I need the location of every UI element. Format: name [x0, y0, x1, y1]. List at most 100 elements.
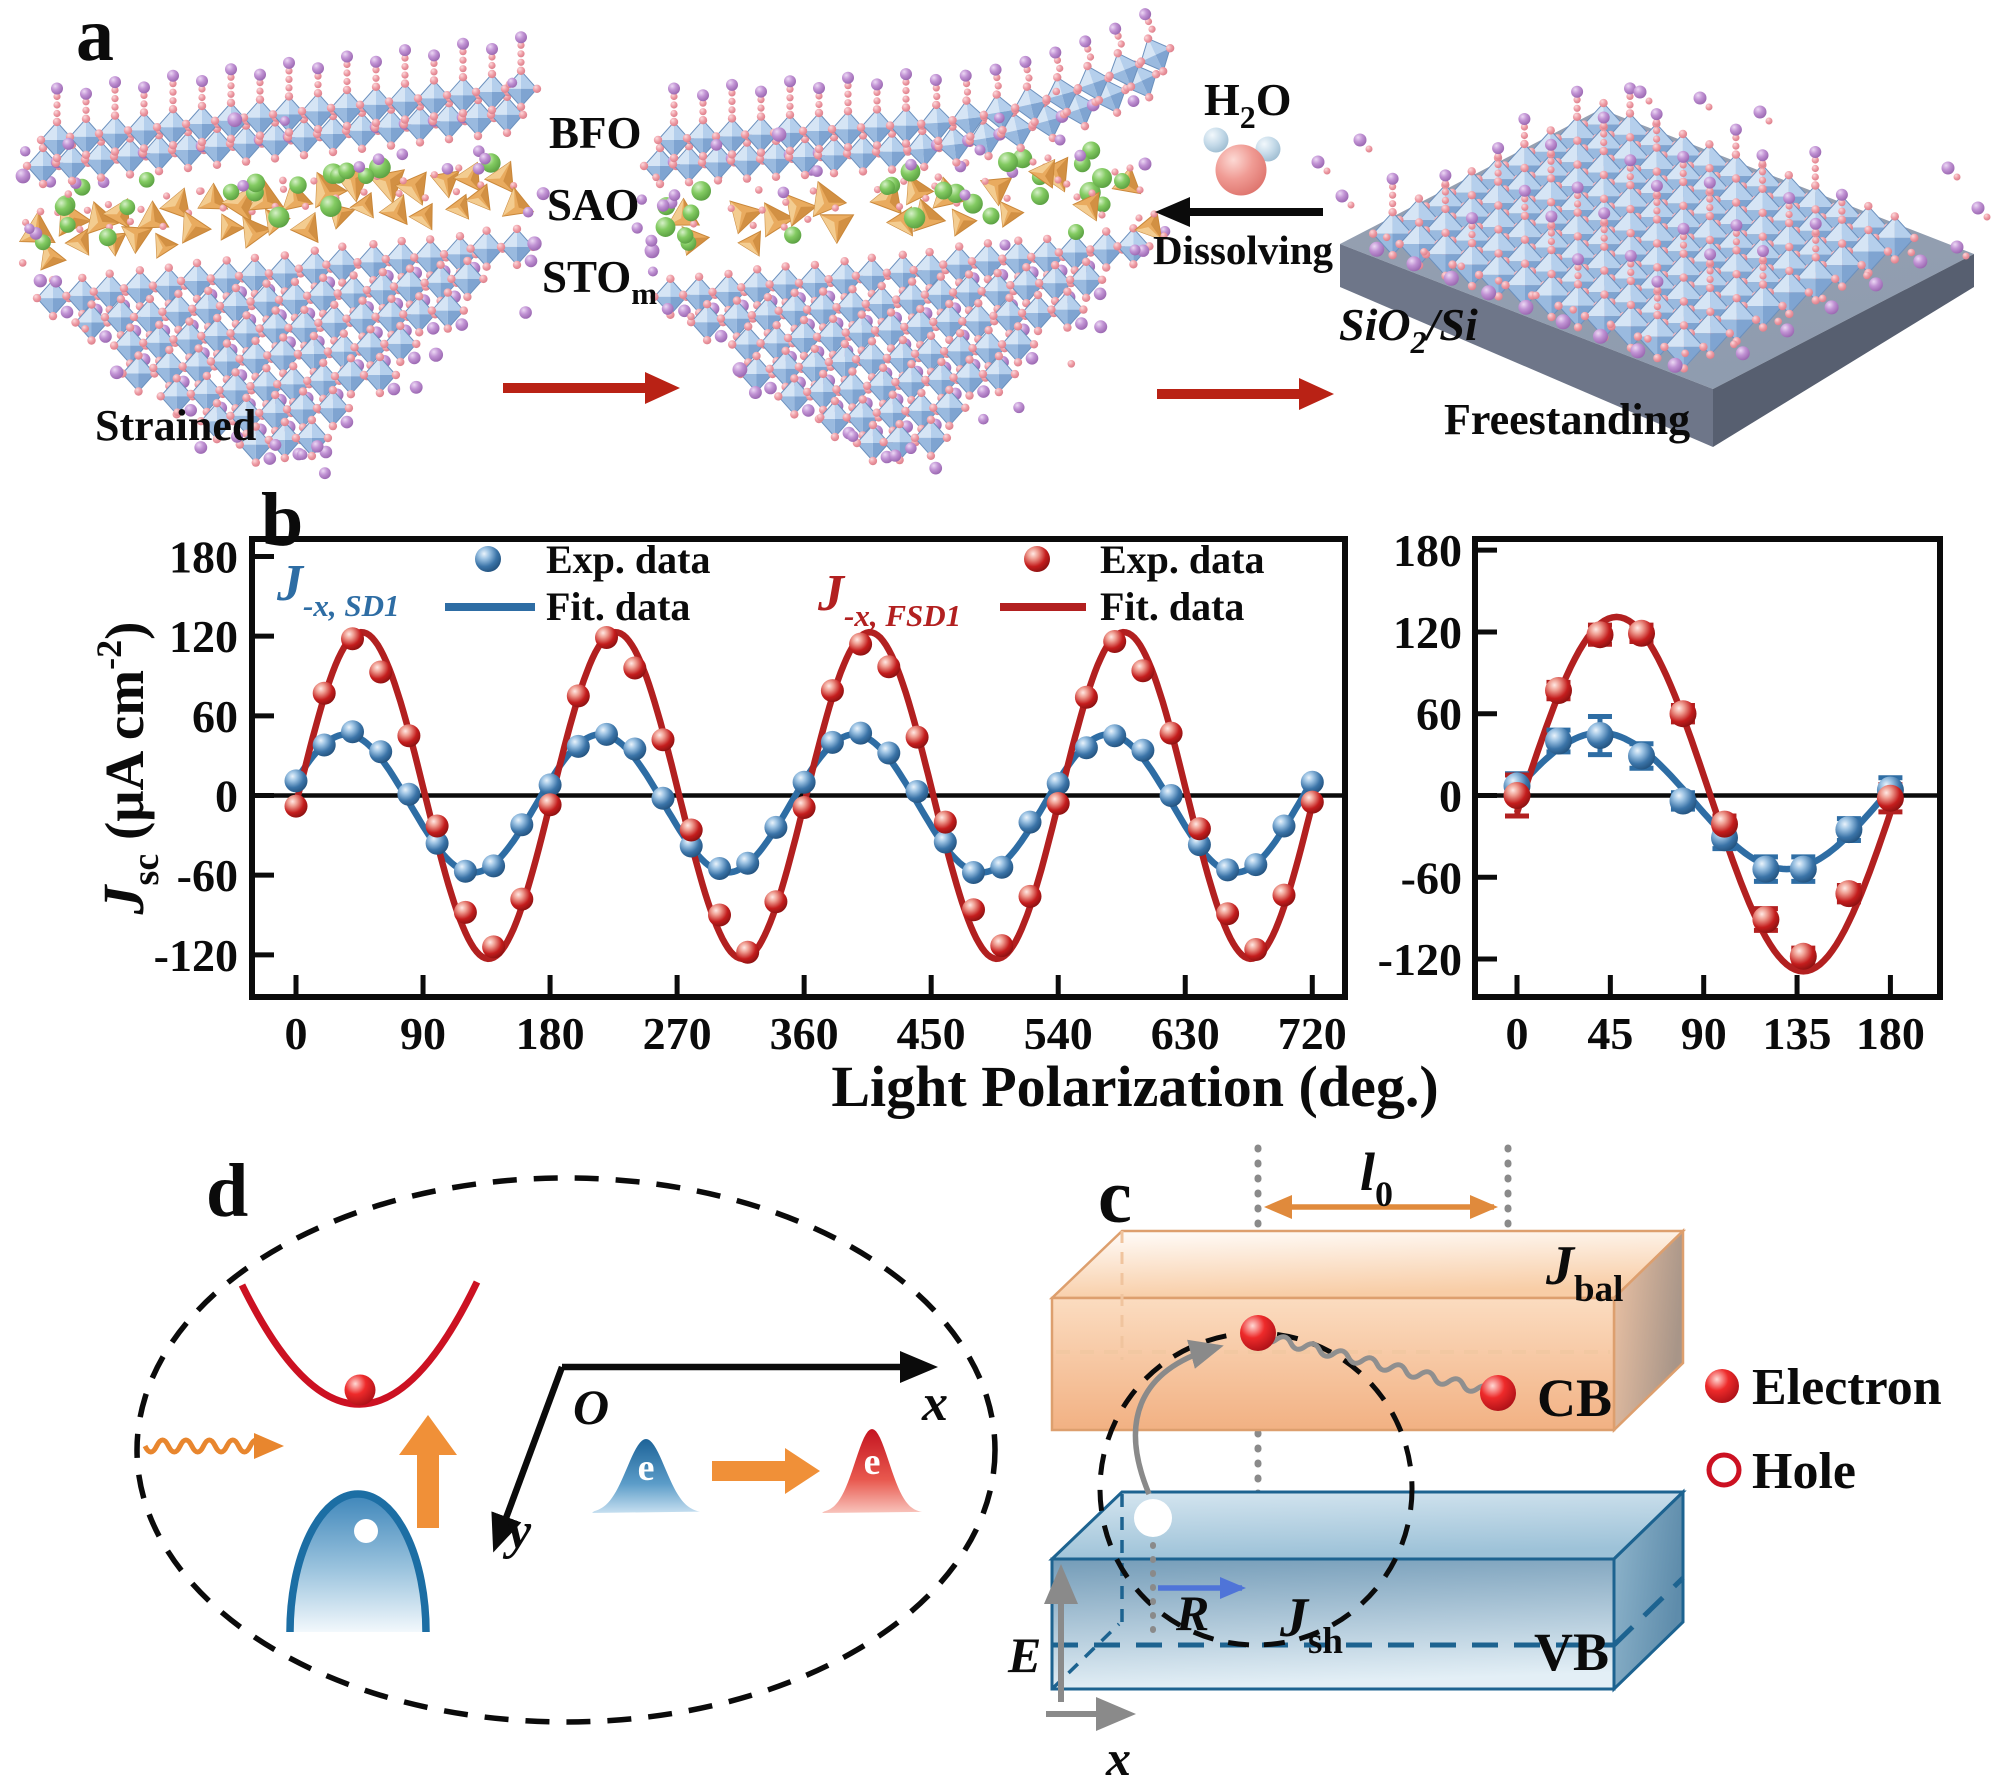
oxygen-dot [125, 170, 135, 179]
oxygen-dot [1778, 301, 1787, 311]
cation-sphere [871, 78, 883, 91]
oxygen-dot [1148, 25, 1156, 33]
oxygen-dot [496, 242, 506, 252]
tetrahedron [979, 177, 1013, 207]
oxygen-dot [479, 274, 488, 284]
oxygen-dot [198, 85, 206, 93]
oxygen-dot [399, 310, 408, 319]
oxygen-dot [1653, 303, 1661, 311]
oxygen-dot [1785, 266, 1794, 276]
ion-sphere [54, 197, 74, 217]
oxygen-dot [81, 325, 89, 333]
oxygen-dot [948, 116, 957, 125]
oxygen-dot [1389, 200, 1397, 208]
bfo-cell [798, 108, 840, 154]
oxygen-dot [994, 387, 1004, 397]
oxygen-dot [898, 250, 907, 259]
oxygen-dot [1052, 73, 1062, 82]
oxygen-dot [831, 204, 839, 212]
oxygen-dot [922, 194, 930, 202]
oxygen-dot [149, 363, 158, 373]
oxygen-dot [274, 295, 284, 304]
cation-sphere [764, 381, 777, 395]
cation-sphere [1572, 253, 1584, 266]
oxygen-dot [1034, 278, 1044, 288]
oxygen-dot [1547, 269, 1556, 279]
oxygen-dot [463, 292, 472, 302]
oxygen-dot [1705, 235, 1715, 245]
cation-sphere [1093, 287, 1107, 301]
oxygen-dot [512, 224, 522, 234]
octahedron-face [1141, 38, 1156, 62]
oxygen-dot [877, 281, 886, 291]
data-point [1244, 938, 1268, 961]
oxygen-dot [832, 303, 841, 312]
tetrahedron-face [1135, 227, 1162, 240]
oxygen-dot [655, 179, 665, 189]
oxygen-dot [1073, 193, 1081, 201]
oxygen-dot [870, 326, 880, 335]
oxygen-dot [159, 222, 167, 230]
oxygen-dot [784, 152, 794, 162]
oxygen-dot [1073, 84, 1083, 93]
oxygen-dot [1441, 228, 1450, 237]
oxygen-dot [861, 299, 870, 309]
oxygen-dot [790, 288, 799, 297]
oxygen-dot [1705, 164, 1714, 173]
label-strained: Strained [95, 401, 256, 450]
oxygen-dot [284, 128, 294, 137]
cation-chain [1756, 149, 1769, 184]
oxygen-dot [1627, 268, 1635, 276]
oxygen-dot [842, 149, 852, 158]
oxygen-dot [1083, 61, 1092, 71]
oxygen-dot [290, 277, 300, 286]
cation-sphere [279, 115, 290, 127]
oxygen-dot [1029, 158, 1037, 166]
oxygen-dot [1467, 191, 1477, 200]
oxygen-dot [697, 158, 707, 167]
oxygen-dot [251, 422, 260, 431]
tetrahedron [408, 202, 433, 231]
oxygen-dot [901, 406, 910, 416]
oxygen-dot [873, 97, 881, 105]
panel-d-mechanism-schematic: d O x y e e [134, 1149, 998, 1725]
data-point [1628, 619, 1655, 647]
data-point [1300, 770, 1324, 794]
label-cb: CB [1537, 1368, 1612, 1428]
cation-chain [254, 68, 266, 95]
cation-sphere [1735, 346, 1750, 361]
oxygen-dot [183, 163, 193, 173]
oxygen-dot [851, 271, 860, 280]
oxygen-dot [1547, 245, 1556, 255]
oxygen-dot [1573, 96, 1581, 104]
oxygen-dot [1758, 159, 1767, 167]
oxygen-dot [1606, 320, 1615, 329]
oxygen-dot [867, 337, 877, 346]
data-point [1159, 721, 1183, 745]
oxygen-dot [652, 173, 660, 182]
oxygen-dot [255, 95, 265, 104]
oxygen-dot [32, 293, 42, 303]
cation-chain [929, 73, 942, 101]
excitation-arrow [1132, 1339, 1224, 1496]
oxygen-dot [687, 312, 695, 321]
oxygen-dot [330, 372, 340, 381]
oxygen-dot [781, 262, 790, 271]
oxygen-dot [443, 324, 452, 333]
data-point [510, 813, 534, 837]
tetrahedron-face [480, 184, 490, 210]
oxygen-dot [678, 290, 688, 299]
cation-sphere [1353, 133, 1367, 147]
tetrahedron-face [242, 216, 272, 233]
oxygen-dot [293, 349, 302, 359]
cation-sphere [409, 380, 423, 394]
oxygen-dot [1600, 138, 1608, 147]
oxygen-dot [87, 300, 96, 309]
oxygen-dot [1600, 266, 1609, 275]
oxygen-dot [783, 333, 793, 343]
oxygen-dot [284, 323, 293, 332]
oxygen-dot [1532, 291, 1540, 300]
cation-sphere [15, 168, 31, 184]
oxygen-dot [1759, 272, 1767, 280]
oxygen-dot [509, 182, 518, 190]
